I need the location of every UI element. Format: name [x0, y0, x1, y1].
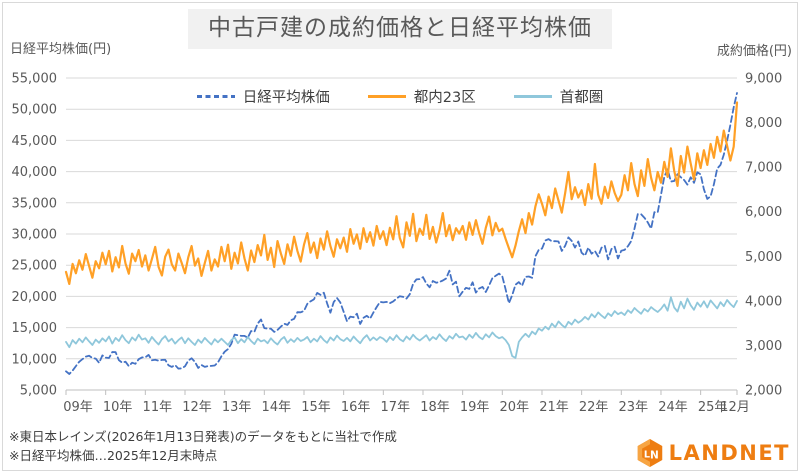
left-axis-title: 日経平均株価(円)	[10, 42, 112, 57]
y-axis-left-tick-label: 5,000	[20, 384, 57, 399]
y-axis-right-tick-label: 9,000	[745, 72, 782, 87]
y-axis-left-tick-label: 50,000	[12, 103, 58, 118]
y-axis-left-tick-label: 45,000	[12, 134, 58, 149]
x-axis-tick-label: 24年	[658, 400, 688, 415]
series-line-首都圏	[65, 296, 738, 359]
y-axis-left-tick-label: 20,000	[12, 290, 58, 305]
legend-swatch-shutoken-line	[513, 95, 552, 98]
series-line-日経平均株価	[65, 92, 738, 375]
legend-item-tokyo23: 都内23区	[367, 86, 476, 107]
y-axis-right-tick-label: 4,000	[745, 294, 782, 309]
chart-title: 中古戸建の成約価格と日経平均株価	[188, 9, 612, 49]
y-axis-left-tick-label: 30,000	[12, 228, 58, 243]
x-axis-tick-label: 17年	[381, 400, 411, 415]
footnote-source: ※東日本レインズ(2026年1月13日発表)のデータをもとに当社で作成	[9, 429, 397, 444]
x-axis-tick-label: 12年	[182, 400, 212, 415]
x-axis-tick-label: 18年	[420, 400, 450, 415]
footnote-nikkei-date: ※日経平均株価…2025年12月末時点	[9, 447, 218, 463]
legend-swatch-tokyo23-line	[367, 95, 406, 98]
legend-label-tokyo23: 都内23区	[413, 90, 476, 106]
x-axis-tick-label: 22年	[579, 400, 609, 415]
right-axis-title: 成約価格(円)	[716, 44, 792, 59]
y-axis-left-tick-label: 25,000	[12, 259, 58, 274]
y-axis-right-tick-label: 5,000	[745, 250, 782, 265]
x-axis-tick-label: 15年	[301, 400, 331, 415]
x-axis-tick-label: 12月	[720, 400, 750, 415]
legend-item-shutoken: 首都圏	[513, 86, 604, 107]
x-axis-tick-label: 25年	[698, 400, 728, 415]
y-axis-right-tick-label: 3,000	[745, 339, 782, 354]
legend-swatch-nikkei-dashed-line	[196, 95, 235, 98]
x-axis-tick-label: 21年	[539, 400, 569, 415]
y-axis-right-tick-label: 6,000	[745, 205, 782, 220]
y-axis-right-tick-label: 8,000	[745, 116, 782, 131]
logo-letter-l: L	[643, 449, 649, 460]
x-axis-tick-label: 14年	[262, 400, 292, 415]
legend-label-shutoken: 首都圏	[559, 90, 604, 106]
x-axis-tick-label: 11年	[143, 400, 173, 415]
y-axis-left-tick-label: 55,000	[12, 72, 58, 87]
y-axis-left-tick-label: 10,000	[12, 352, 58, 367]
x-axis-tick-label: 19年	[460, 400, 490, 415]
legend: 日経平均株価 都内23区 首都圏	[0, 86, 800, 107]
x-axis-tick-label: 20年	[500, 400, 530, 415]
series-line-都内23区	[64, 101, 739, 285]
logo-letter-n: N	[650, 449, 659, 461]
x-axis-tick-label: 09年	[63, 400, 93, 415]
legend-label-nikkei: 日経平均株価	[242, 90, 330, 106]
legend-item-nikkei: 日経平均株価	[196, 86, 330, 107]
landnet-logo: L N LANDNET	[636, 438, 790, 468]
y-axis-right-tick-label: 7,000	[745, 161, 782, 176]
x-axis-tick-label: 16年	[341, 400, 371, 415]
y-axis-left-tick-label: 15,000	[12, 321, 58, 336]
x-axis-tick-label: 23年	[619, 400, 649, 415]
landnet-hexagon-icon: L N	[637, 439, 662, 467]
landnet-wordmark: LANDNET	[668, 441, 790, 465]
footnotes: ※東日本レインズ(2026年1月13日発表)のデータをもとに当社で作成 ※日経平…	[9, 428, 397, 466]
y-axis-left-tick-label: 35,000	[12, 196, 58, 211]
y-axis-right-tick-label: 2,000	[745, 384, 782, 399]
x-axis-tick-label: 10年	[103, 400, 133, 415]
y-axis-left-tick-label: 40,000	[12, 165, 58, 180]
x-axis-tick-label: 13年	[222, 400, 252, 415]
